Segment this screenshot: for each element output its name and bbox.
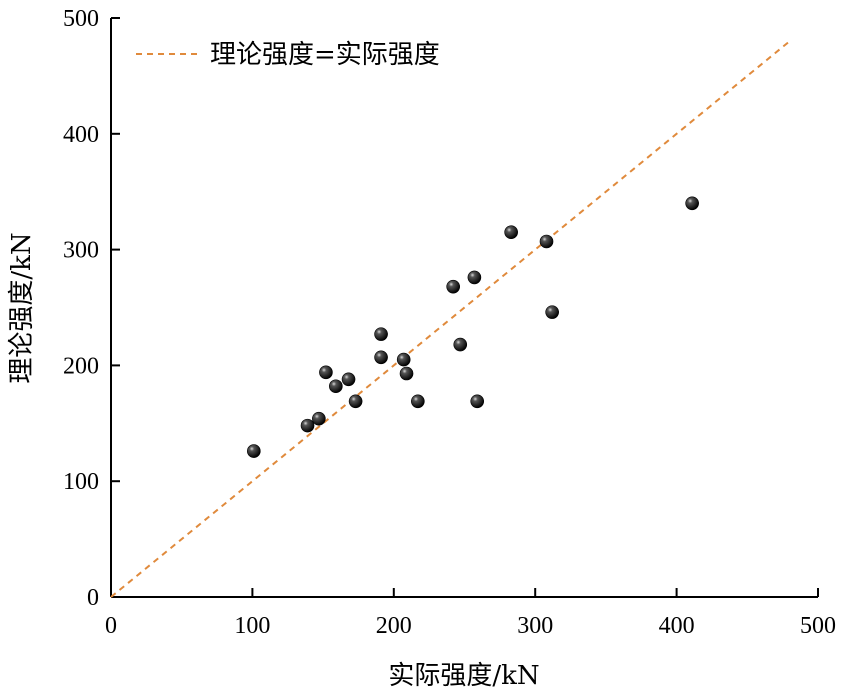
x-tick-label: 300 xyxy=(517,613,553,639)
data-point xyxy=(399,366,414,381)
reference-line xyxy=(110,40,791,598)
x-tick-label: 400 xyxy=(659,613,695,639)
data-point xyxy=(539,234,554,249)
x-tick-label: 0 xyxy=(105,613,117,639)
y-tick-label: 400 xyxy=(63,122,99,148)
data-point xyxy=(411,394,425,409)
reference-line-layer xyxy=(110,40,791,598)
data-point xyxy=(685,196,699,211)
data-point xyxy=(312,411,326,426)
data-point xyxy=(504,225,518,240)
data-point xyxy=(374,350,388,365)
legend: 理论强度=实际强度 xyxy=(136,40,440,70)
data-point xyxy=(341,372,356,387)
y-tick-label: 0 xyxy=(87,585,99,611)
y-tick-label: 500 xyxy=(63,6,99,32)
data-point xyxy=(396,352,411,367)
x-tick-label: 500 xyxy=(800,613,836,639)
data-point xyxy=(467,270,482,285)
data-point xyxy=(470,394,485,409)
legend-label: 理论强度=实际强度 xyxy=(210,40,440,70)
y-axis-title: 理论强度/kN xyxy=(7,232,37,383)
y-tick-label: 200 xyxy=(63,353,99,379)
x-tick-label: 100 xyxy=(234,613,270,639)
data-point xyxy=(446,279,460,294)
data-point xyxy=(247,444,261,458)
data-point xyxy=(319,365,333,380)
data-point xyxy=(300,418,315,433)
data-point xyxy=(545,305,559,319)
x-axis-title: 实际强度/kN xyxy=(388,661,539,691)
data-point xyxy=(453,337,468,352)
data-point xyxy=(374,327,388,341)
data-points xyxy=(247,196,699,458)
y-tick-label: 100 xyxy=(63,469,99,495)
y-tick-label: 300 xyxy=(63,238,99,264)
data-point xyxy=(348,394,363,409)
axes: 0 100 200 300 400 500 0 100 200 300 400 500 xyxy=(63,6,836,639)
data-point xyxy=(329,379,343,394)
x-tick-label: 200 xyxy=(376,613,412,639)
